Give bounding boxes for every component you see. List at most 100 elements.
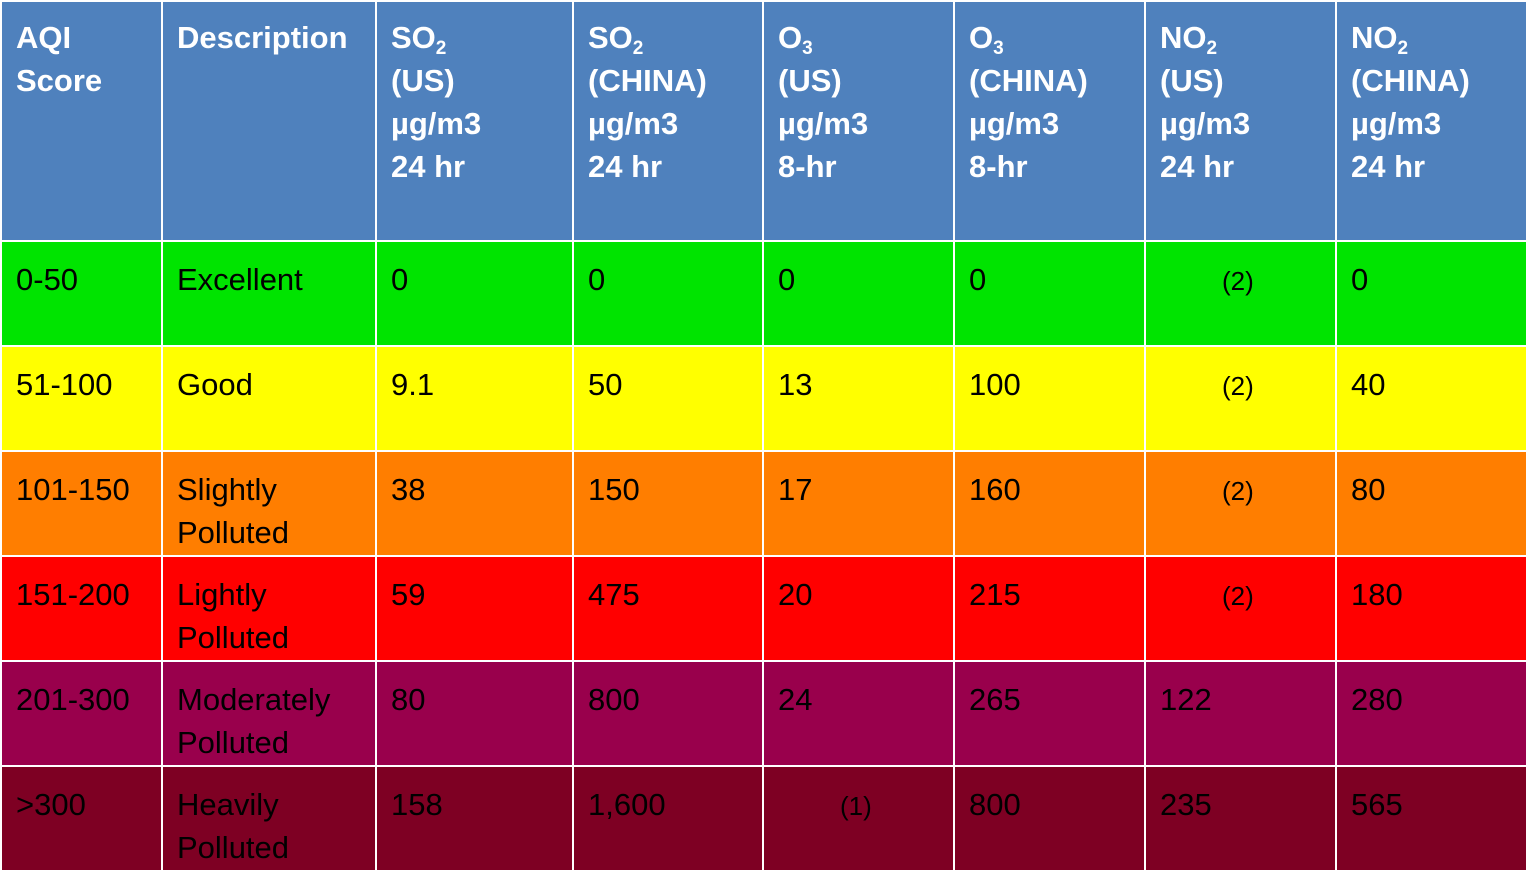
- cell-value: 180: [1351, 577, 1403, 612]
- cell-no2-us: (2): [1144, 240, 1337, 347]
- cell-value: 59: [391, 577, 426, 612]
- formula-base: O: [969, 20, 994, 55]
- header-line: Description: [177, 20, 348, 55]
- cell-so2-china: 0: [572, 240, 764, 347]
- cell-value: 215: [969, 577, 1021, 612]
- cell-so2-china: 475: [572, 555, 764, 662]
- cell-so2-china: 1,600: [572, 765, 764, 872]
- footnote-marker: (1): [840, 791, 872, 821]
- header-o3-china: O3 (CHINA) µg/m3 8-hr: [953, 0, 1146, 242]
- cell-no2-china: 80: [1335, 450, 1526, 557]
- cell-o3-us: 24: [762, 660, 955, 767]
- cell-description: Excellent: [161, 240, 377, 347]
- header-row: AQI Score Description SO2 (US) µg/m3 24 hr SO2(…: [0, 0, 1526, 242]
- header-line: Score: [16, 63, 103, 98]
- cell-value: 800: [969, 787, 1021, 822]
- cell-value: 158: [391, 787, 443, 822]
- header-line: µg/m3: [969, 106, 1060, 141]
- formula-subscript: 2: [632, 38, 644, 59]
- cell-no2-china: 40: [1335, 345, 1526, 452]
- header-so2-us: SO2 (US) µg/m3 24 hr: [375, 0, 574, 242]
- cell-value: 80: [1351, 472, 1386, 507]
- cell-value: 40: [1351, 367, 1386, 402]
- header-so2-china: SO2 (CHINA) µg/m3 24 hr: [572, 0, 764, 242]
- cell-value: 160: [969, 472, 1021, 507]
- cell-o3-us: 17: [762, 450, 955, 557]
- cell-o3-us: 0: [762, 240, 955, 347]
- cell-description: Slightly Polluted: [161, 450, 377, 557]
- cell-no2-us: 235: [1144, 765, 1337, 872]
- cell-value: 0: [1351, 262, 1369, 297]
- cell-aqi-score: 101-150: [0, 450, 163, 557]
- cell-value: Polluted: [177, 515, 290, 550]
- header-formula: O3: [778, 16, 943, 59]
- header-formula: SO2: [391, 16, 562, 59]
- cell-o3-china: 0: [953, 240, 1146, 347]
- cell-value: 0: [391, 262, 409, 297]
- cell-aqi-score: 0-50: [0, 240, 163, 347]
- cell-value: Slightly: [177, 472, 277, 507]
- cell-value: Excellent: [177, 262, 303, 297]
- header-line: µg/m3: [778, 106, 869, 141]
- cell-value: 201-300: [16, 682, 130, 717]
- formula-subscript: 2: [1206, 38, 1218, 59]
- cell-no2-china: 180: [1335, 555, 1526, 662]
- cell-value: 122: [1160, 682, 1212, 717]
- table-row: 0-50 Excellent 0 0 0 0 (2) 0: [0, 240, 1526, 347]
- cell-value: Polluted: [177, 620, 290, 655]
- cell-value: 475: [588, 577, 640, 612]
- footnote-marker: (2): [1222, 476, 1254, 506]
- cell-so2-us: 80: [375, 660, 574, 767]
- cell-value: 0: [588, 262, 606, 297]
- cell-so2-us: 158: [375, 765, 574, 872]
- formula-base: NO: [1351, 20, 1398, 55]
- cell-no2-us: (2): [1144, 345, 1337, 452]
- cell-o3-us: (1): [762, 765, 955, 872]
- cell-description: Good: [161, 345, 377, 452]
- cell-value: Moderately: [177, 682, 331, 717]
- header-line: (US): [778, 63, 842, 98]
- formula-subscript: 3: [802, 38, 813, 59]
- formula-base: O: [778, 20, 803, 55]
- cell-value: 38: [391, 472, 426, 507]
- cell-so2-us: 59: [375, 555, 574, 662]
- formula-subscript: 3: [993, 38, 1004, 59]
- cell-o3-china: 160: [953, 450, 1146, 557]
- cell-value: Polluted: [177, 725, 290, 760]
- cell-o3-us: 20: [762, 555, 955, 662]
- formula-base: NO: [1160, 20, 1207, 55]
- header-line: µg/m3: [588, 106, 679, 141]
- cell-o3-us: 13: [762, 345, 955, 452]
- cell-aqi-score: 51-100: [0, 345, 163, 452]
- cell-no2-china: 280: [1335, 660, 1526, 767]
- header-line: 24 hr: [1351, 149, 1426, 184]
- header-line: (CHINA): [588, 63, 707, 98]
- cell-value: 1,600: [588, 787, 666, 822]
- header-no2-china: NO2 (CHINA) µg/m3 24 hr: [1335, 0, 1526, 242]
- cell-o3-china: 215: [953, 555, 1146, 662]
- header-line: 24 hr: [1160, 149, 1235, 184]
- cell-so2-us: 9.1: [375, 345, 574, 452]
- formula-base: SO: [588, 20, 633, 55]
- header-aqi-score: AQI Score: [0, 0, 163, 242]
- header-formula: NO2: [1351, 16, 1516, 59]
- cell-value: 17: [778, 472, 813, 507]
- cell-value: 0: [969, 262, 987, 297]
- header-o3-us: O3 (US) µg/m3 8-hr: [762, 0, 955, 242]
- header-line: 8-hr: [778, 149, 837, 184]
- header-formula: SO2: [588, 16, 752, 59]
- cell-so2-us: 38: [375, 450, 574, 557]
- header-line: (US): [1160, 63, 1224, 98]
- header-line: µg/m3: [391, 106, 482, 141]
- header-description: Description: [161, 0, 377, 242]
- cell-value: >300: [16, 787, 86, 822]
- cell-value: 800: [588, 682, 640, 717]
- table-row: 101-150 Slightly Polluted 38 150 17 160 (2) 80: [0, 450, 1526, 557]
- footnote-marker: (2): [1222, 371, 1254, 401]
- cell-value: 100: [969, 367, 1021, 402]
- cell-o3-china: 800: [953, 765, 1146, 872]
- cell-o3-china: 100: [953, 345, 1146, 452]
- formula-subscript: 2: [435, 38, 447, 59]
- cell-no2-us: 122: [1144, 660, 1337, 767]
- cell-value: 80: [391, 682, 426, 717]
